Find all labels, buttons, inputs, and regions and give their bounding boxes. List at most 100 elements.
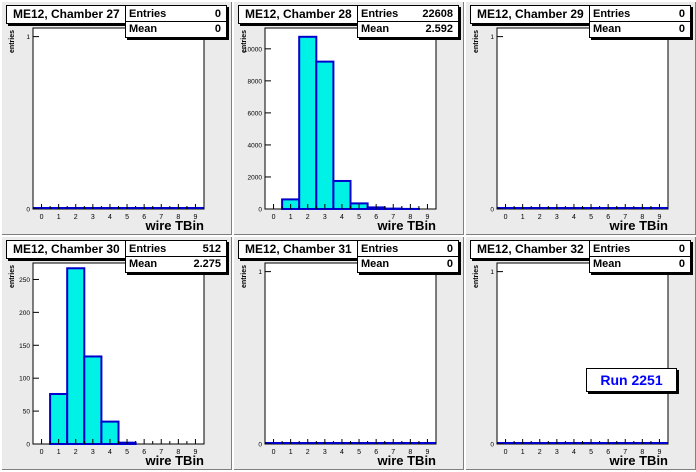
histogram-pad: 0 1 2 3 4 5 6 7 8 9 0 2000 4000 6000 8000 10000 wire TBi… [234,2,464,235]
plot-area [264,27,437,210]
x-tick-label: 6 [142,214,146,221]
x-tick-label: 1 [521,449,525,456]
x-tick-label: 7 [623,449,627,456]
x-axis-title: wire TBin [608,218,668,233]
x-tick-label: 4 [340,214,344,221]
mean-label: Mean [129,23,158,35]
mean-row: Mean 2.275 [129,257,221,271]
pad-title: ME12, Chamber 27 [6,5,127,24]
entries-label: Entries [129,8,167,20]
x-tick-label: 0 [504,214,508,221]
histogram-plot: 0 1 2 3 4 5 6 7 8 9 0 50 100 150 200 250 wire TBin entrie… [9,262,205,468]
y-tick-label: 100 [19,376,30,383]
x-tick-label: 8 [408,214,412,221]
x-tick-label: 0 [272,449,276,456]
histogram-pad: 0 1 2 3 4 5 6 7 8 9 0 1 wire TBin entries ME12, Chambe… [466,237,696,470]
mean-label: Mean [593,23,622,35]
histogram-plot: 0 1 2 3 4 5 6 7 8 9 0 1 wire TBin entries [473,262,669,468]
mean-row: Mean 2.592 [361,22,453,36]
run-label: Run 2251 [586,368,677,392]
entries-label: Entries [593,8,631,20]
histogram-bar [298,35,318,210]
x-axis-title: wire TBin [144,218,204,233]
x-tick-label: 0 [40,449,44,456]
entries-value: 0 [678,243,685,255]
x-tick-label: 1 [57,449,61,456]
y-tick-label: 8000 [248,78,263,85]
entries-value: 22608 [422,8,453,20]
mean-row: Mean 0 [361,257,453,271]
x-tick-label: 6 [606,449,610,456]
histogram-plot: 0 1 2 3 4 5 6 7 8 9 0 1 wire TBin entries [9,27,205,233]
mean-label: Mean [129,258,158,270]
x-tick-label: 6 [142,449,146,456]
x-tick-label: 3 [555,449,559,456]
entries-value: 512 [202,243,221,255]
histogram-plot: 0 1 2 3 4 5 6 7 8 9 0 1 wire TBin entries [473,27,669,233]
histogram-bar [66,267,86,445]
x-axis-title: wire TBin [608,453,668,468]
entries-row: Entries 0 [593,242,685,256]
mean-label: Mean [361,258,390,270]
x-tick-label: 0 [40,214,44,221]
x-tick-label: 2 [306,214,310,221]
x-tick-label: 4 [340,449,344,456]
y-tick-label: 4000 [248,142,263,149]
y-axis-title: entries [9,265,16,288]
x-tick-label: 1 [521,214,525,221]
x-tick-label: 7 [391,214,395,221]
plot-area [32,27,205,210]
x-tick-label: 9 [657,449,661,456]
x-tick-label: 8 [640,214,644,221]
y-tick-label: 0 [490,442,494,449]
y-tick-label: 250 [19,277,30,284]
y-axis-title: entries [241,30,248,53]
stats-box: Entries 0 Mean 0 [589,240,691,273]
mean-value: 0 [214,23,221,35]
y-axis-title: entries [9,30,16,53]
entries-value: 0 [678,8,685,20]
x-tick-label: 8 [176,214,180,221]
x-tick-label: 1 [57,214,61,221]
stats-box: Entries 22608 Mean 2.592 [357,5,459,38]
stats-divider [126,21,226,22]
x-tick-label: 5 [589,449,593,456]
mean-value: 2.592 [425,23,453,35]
x-tick-label: 5 [125,214,129,221]
x-tick-label: 8 [176,449,180,456]
x-tick-label: 3 [323,214,327,221]
y-tick-label: 0 [26,442,30,449]
mean-row: Mean 0 [129,22,221,36]
y-tick-label: 50 [23,409,31,416]
x-tick-label: 5 [357,214,361,221]
x-axis-title: wire TBin [144,453,204,468]
y-tick-label: 0 [258,207,262,214]
x-tick-label: 4 [108,214,112,221]
pad-title: ME12, Chamber 30 [6,240,127,259]
entries-label: Entries [361,8,399,20]
x-tick-label: 5 [589,214,593,221]
mean-row: Mean 0 [593,22,685,36]
x-tick-label: 0 [504,449,508,456]
y-tick-label: 1 [490,269,494,276]
histogram-pad: 0 1 2 3 4 5 6 7 8 9 0 1 wire TBin entries ME12, Chambe… [2,2,232,235]
x-tick-label: 8 [640,449,644,456]
x-tick-label: 7 [391,449,395,456]
y-tick-label: 150 [19,343,30,350]
plot-area [496,262,669,445]
x-tick-label: 8 [408,449,412,456]
y-tick-label: 0 [26,207,30,214]
y-tick-label: 0 [490,207,494,214]
x-tick-label: 9 [193,449,197,456]
x-tick-label: 4 [572,214,576,221]
x-tick-label: 6 [374,214,378,221]
mean-label: Mean [361,23,390,35]
pad-title: ME12, Chamber 29 [470,5,591,24]
entries-label: Entries [361,243,399,255]
histogram-pad: 0 1 2 3 4 5 6 7 8 9 0 1 wire TBin entries ME12, Chambe… [234,237,464,470]
plot-area [264,262,437,445]
y-tick-label: 200 [19,310,30,317]
entries-row: Entries 0 [129,7,221,21]
entries-value: 0 [214,8,221,20]
entries-row: Entries 0 [593,7,685,21]
